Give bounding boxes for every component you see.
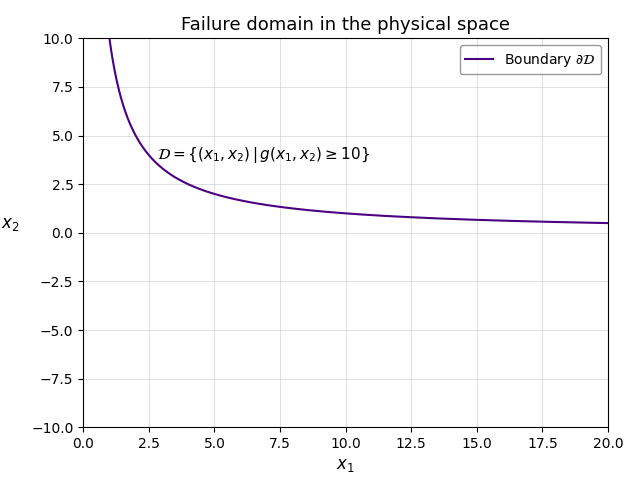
Boundary $\partial\mathcal{D}$ — [604, 220, 612, 226]
Y-axis label: $x_2$: $x_2$ — [1, 215, 20, 233]
Boundary $\partial\mathcal{D}$ — [498, 218, 506, 224]
Line: Boundary $\partial\mathcal{D}$: Boundary $\partial\mathcal{D}$ — [109, 38, 608, 223]
Legend: Boundary $\partial\mathcal{D}$: Boundary $\partial\mathcal{D}$ — [460, 45, 601, 74]
Boundary $\partial\mathcal{D}$ — [348, 211, 356, 216]
Boundary $\partial\mathcal{D}$ — [589, 220, 597, 226]
Text: $\mathcal{D} = \{(x_1, x_2)\,|\,g(x_1, x_2) \geq 10\}$: $\mathcal{D} = \{(x_1, x_2)\,|\,g(x_1, x… — [157, 145, 369, 165]
Title: Failure domain in the physical space: Failure domain in the physical space — [181, 16, 510, 34]
Boundary $\partial\mathcal{D}$ — [131, 131, 139, 137]
X-axis label: $x_1$: $x_1$ — [336, 456, 355, 474]
Boundary $\partial\mathcal{D}$ — [335, 210, 342, 216]
Boundary $\partial\mathcal{D}$ — [106, 36, 113, 41]
Boundary $\partial\mathcal{D}$ — [589, 220, 597, 226]
